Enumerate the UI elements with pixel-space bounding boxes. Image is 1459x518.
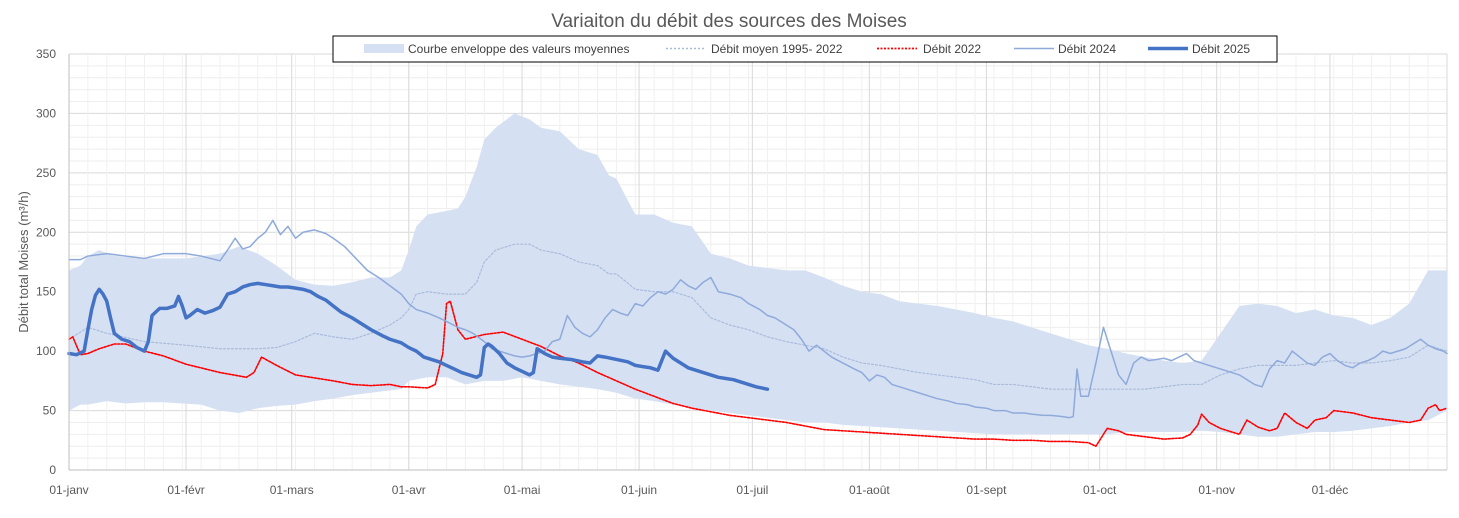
y-tick-label: 200 <box>36 225 56 239</box>
y-tick-label: 300 <box>36 106 56 120</box>
x-tick-labels: 01-janv 01-févr 01-mars 01-avr 01-mai 01-juin… <box>49 483 1348 497</box>
x-tick-label: 01-mars <box>270 483 314 497</box>
x-tick-label: 01-juin <box>621 483 657 497</box>
x-tick-label: 01-avr <box>392 483 426 497</box>
legend-label-moyen: Débit moyen 1995- 2022 <box>711 42 843 56</box>
legend: Courbe enveloppe des valeurs moyennes Dé… <box>332 35 1278 63</box>
legend-label-2024: Débit 2024 <box>1058 42 1116 56</box>
y-tick-label: 350 <box>36 47 56 61</box>
series-debit-2025 <box>67 281 770 391</box>
y-tick-label: 250 <box>36 166 56 180</box>
y-tick-label: 100 <box>36 344 56 358</box>
legend-swatch-envelope <box>364 44 404 53</box>
y-tick-label: 50 <box>43 404 57 418</box>
x-tick-label: 01-déc <box>1312 483 1349 497</box>
x-tick-label: 01-oct <box>1083 483 1117 497</box>
x-tick-label: 01-août <box>849 483 890 497</box>
y-tick-label: 0 <box>49 463 56 477</box>
x-tick-label: 01-sept <box>966 483 1007 497</box>
envelope-polygon <box>69 113 1447 437</box>
legend-label-envelope: Courbe enveloppe des valeurs moyennes <box>408 42 629 56</box>
axes <box>68 54 1447 471</box>
series-debit-2024 <box>68 219 1448 419</box>
series-debit-moyen <box>68 243 1448 390</box>
legend-label-2022: Débit 2022 <box>923 42 981 56</box>
y-tick-label: 150 <box>36 285 56 299</box>
x-tick-label: 01-févr <box>167 483 204 497</box>
envelope-area <box>69 113 1447 437</box>
legend-box <box>332 35 1278 63</box>
series-lines <box>67 219 1448 448</box>
series-debit-2022 <box>68 300 1448 448</box>
y-axis-label: Débit total Moises (m³/h) <box>16 191 31 333</box>
x-tick-label: 01-nov <box>1198 483 1235 497</box>
chart-title: Variaiton du débit des sources des Moise… <box>551 11 907 32</box>
x-tick-label: 01-mai <box>504 483 541 497</box>
legend-label-2025: Débit 2025 <box>1192 42 1250 56</box>
x-tick-label: 01-janv <box>49 483 88 497</box>
x-tick-label: 01-juil <box>736 483 768 497</box>
y-tick-labels: 0 50 100 150 200 250 300 350 <box>36 47 56 477</box>
